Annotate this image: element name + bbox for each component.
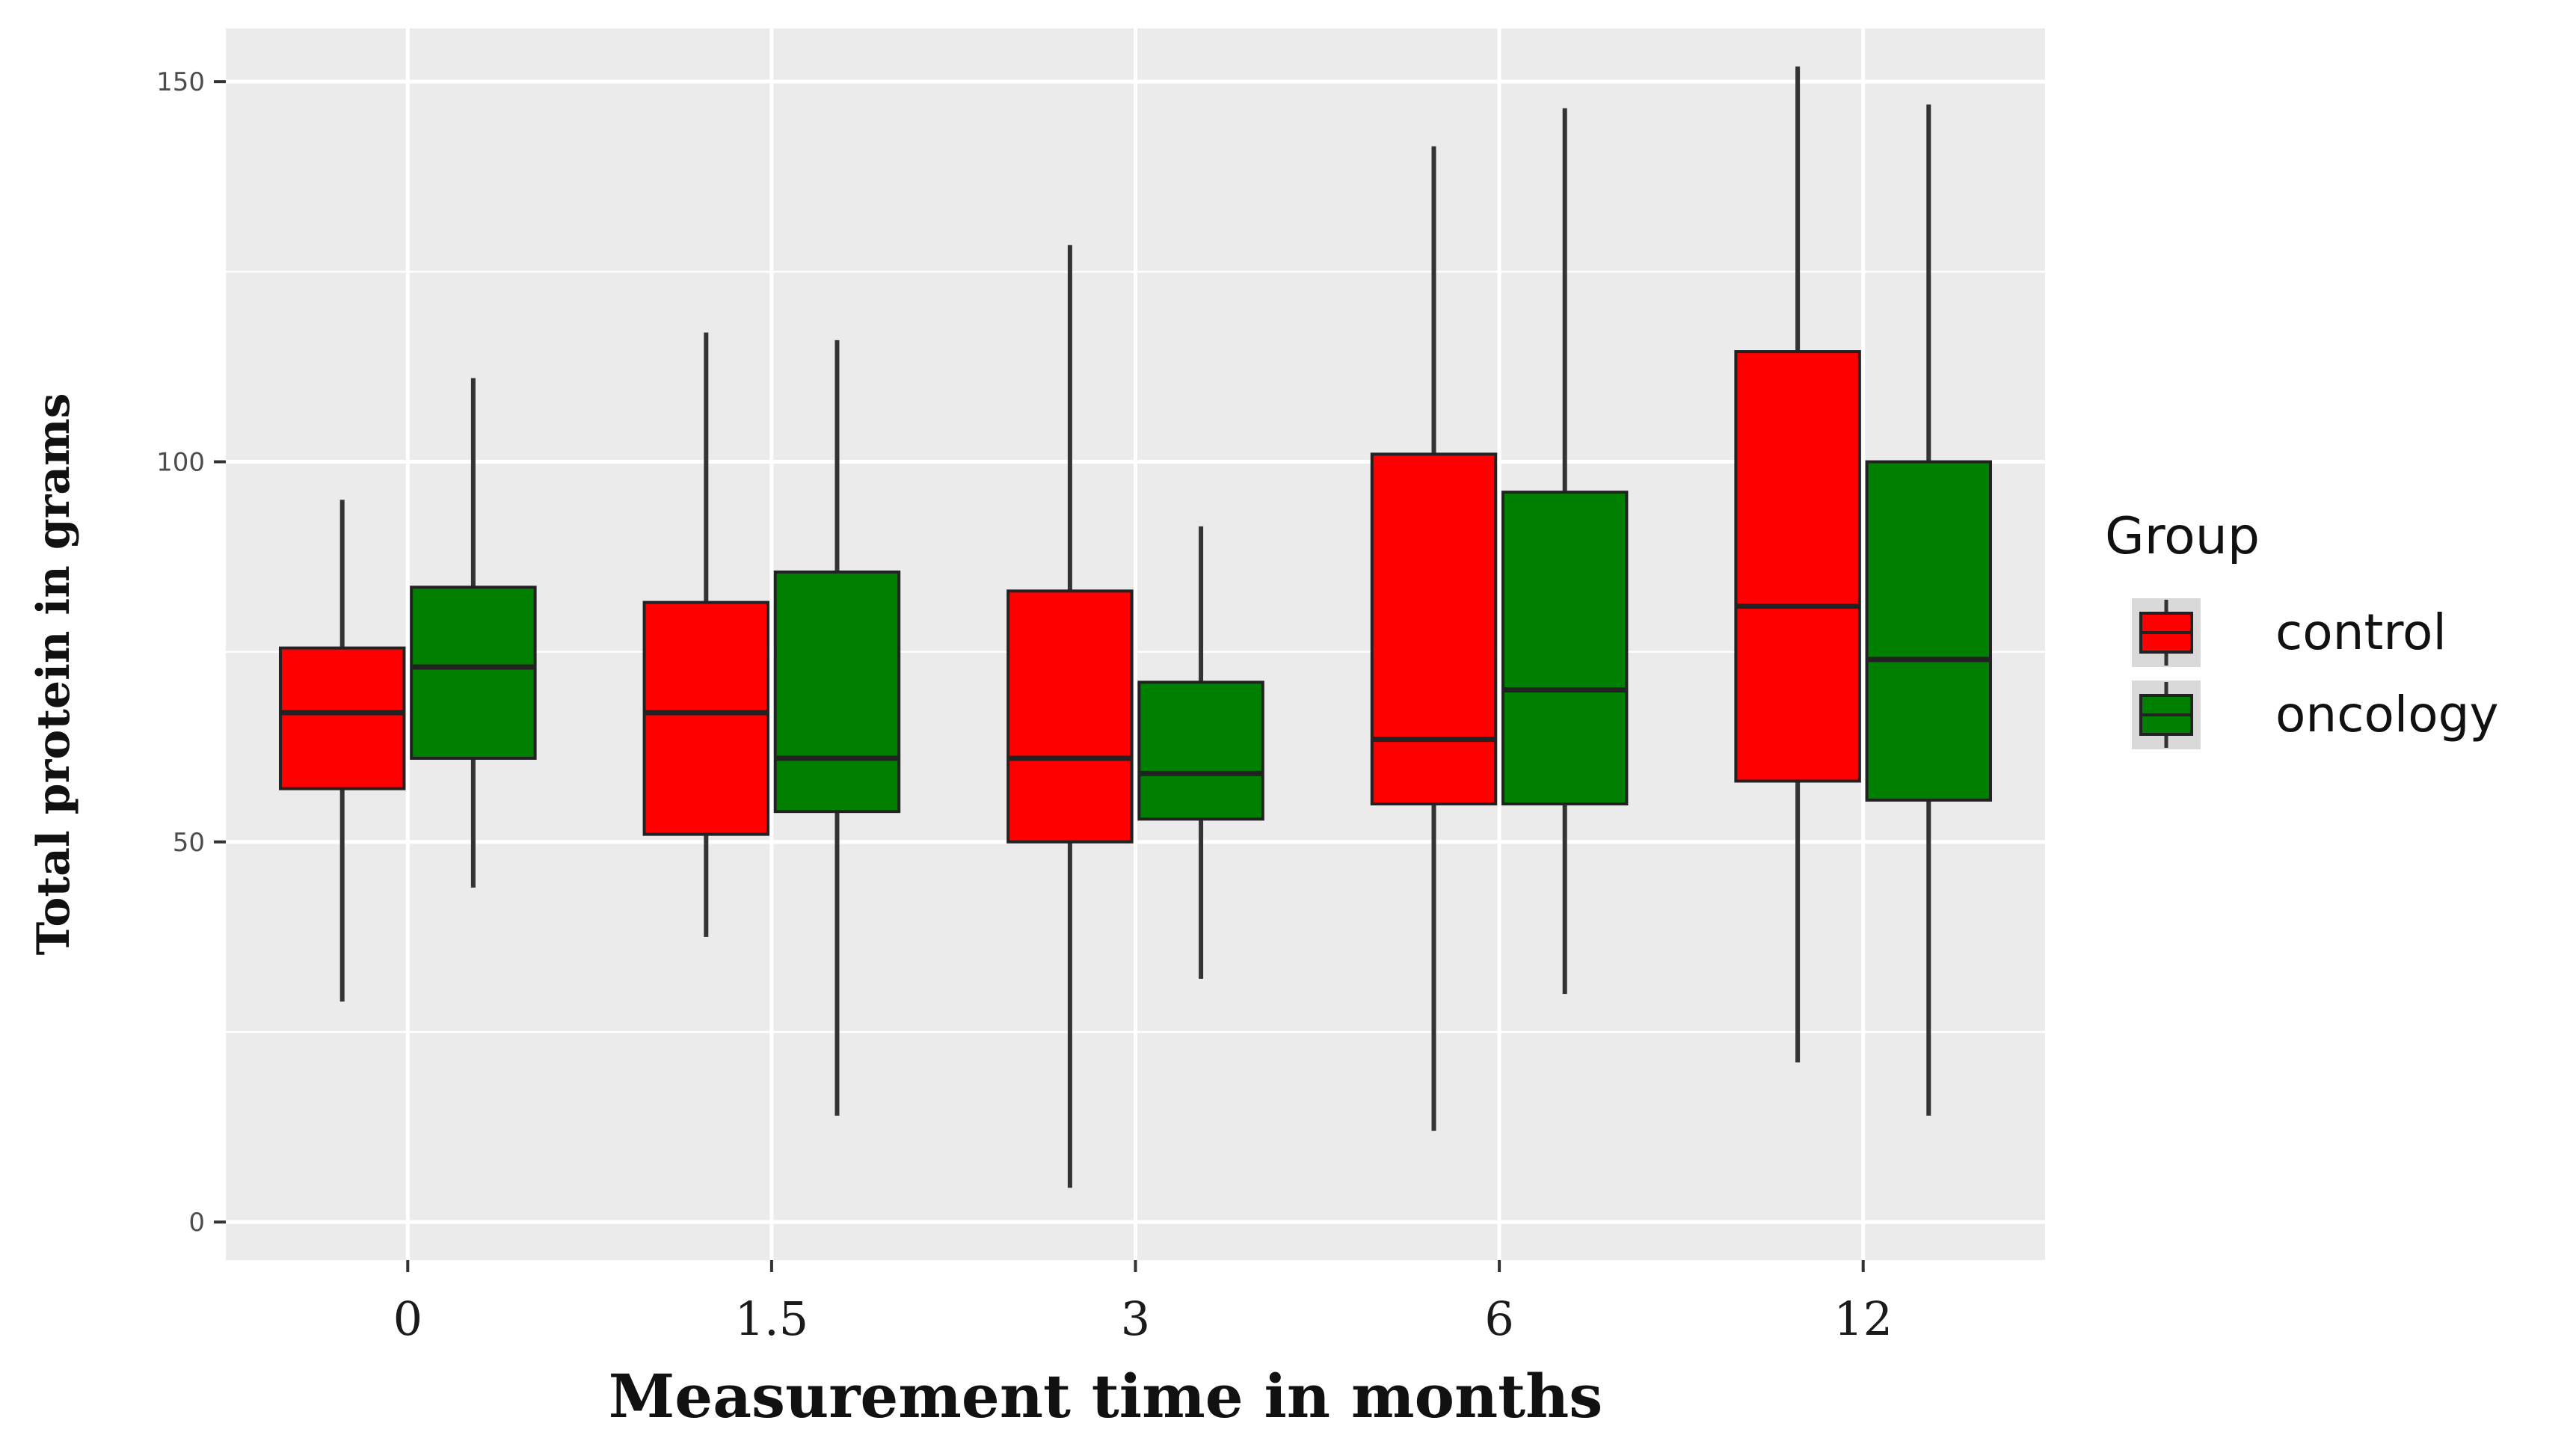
y-tick-label: 0	[188, 1208, 205, 1238]
y-axis-title: Total protein in grams	[28, 393, 80, 956]
x-tick-label: 12	[1833, 1291, 1893, 1346]
box-control[interactable]	[1370, 452, 1498, 805]
y-tick-label: 100	[156, 448, 205, 478]
box-control[interactable]	[642, 600, 770, 836]
x-tick-label: 6	[1484, 1291, 1513, 1346]
y-tick-label: 50	[173, 828, 205, 858]
legend-label-control: control	[2275, 603, 2447, 661]
box-oncology[interactable]	[1137, 681, 1264, 821]
x-tick-label: 3	[1121, 1291, 1150, 1346]
box-oncology[interactable]	[773, 570, 901, 814]
box-control[interactable]	[1006, 589, 1134, 844]
box-oncology[interactable]	[410, 586, 537, 760]
x-axis-title: Measurement time in months	[609, 1361, 1603, 1431]
box-oncology[interactable]	[1865, 460, 1993, 802]
legend-label-oncology: oncology	[2275, 686, 2499, 743]
box-control[interactable]	[278, 646, 406, 790]
x-tick-label: 1.5	[735, 1291, 809, 1346]
box-oncology[interactable]	[1501, 491, 1629, 806]
box-control[interactable]	[1734, 350, 1861, 783]
legend-title: Group	[2105, 507, 2260, 566]
y-tick-label: 150	[156, 67, 205, 97]
x-tick-label: 0	[393, 1291, 422, 1346]
